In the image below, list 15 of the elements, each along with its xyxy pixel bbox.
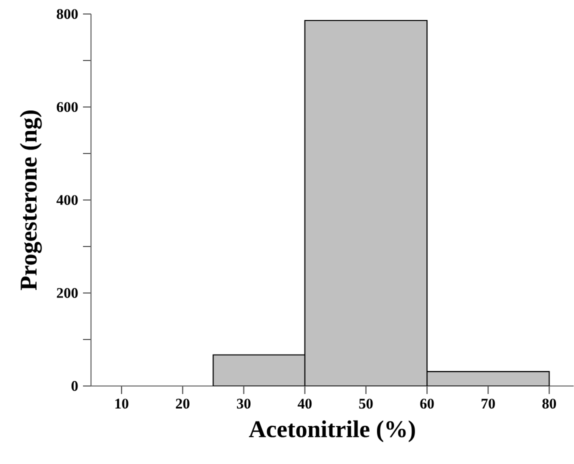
y-tick-label: 400 xyxy=(56,195,78,205)
y-tick-label: 800 xyxy=(56,9,78,19)
x-tick-label: 40 xyxy=(298,398,312,409)
y-tick-label: 600 xyxy=(56,102,78,112)
x-tick-label: 80 xyxy=(542,398,556,409)
x-tick-label: 50 xyxy=(359,398,373,409)
x-axis-title: Acetonitrile (%) xyxy=(248,420,415,442)
x-tick-label: 60 xyxy=(420,398,434,409)
x-tick-label: 10 xyxy=(115,398,128,409)
x-tick-label: 30 xyxy=(236,398,251,409)
y-tick-label: 0 xyxy=(72,381,78,391)
x-tick-label: 70 xyxy=(482,398,495,409)
x-tick-label: 20 xyxy=(176,398,190,409)
y-tick-label: 200 xyxy=(56,288,78,298)
y-axis-title: Progesterone (ng) xyxy=(20,110,42,290)
